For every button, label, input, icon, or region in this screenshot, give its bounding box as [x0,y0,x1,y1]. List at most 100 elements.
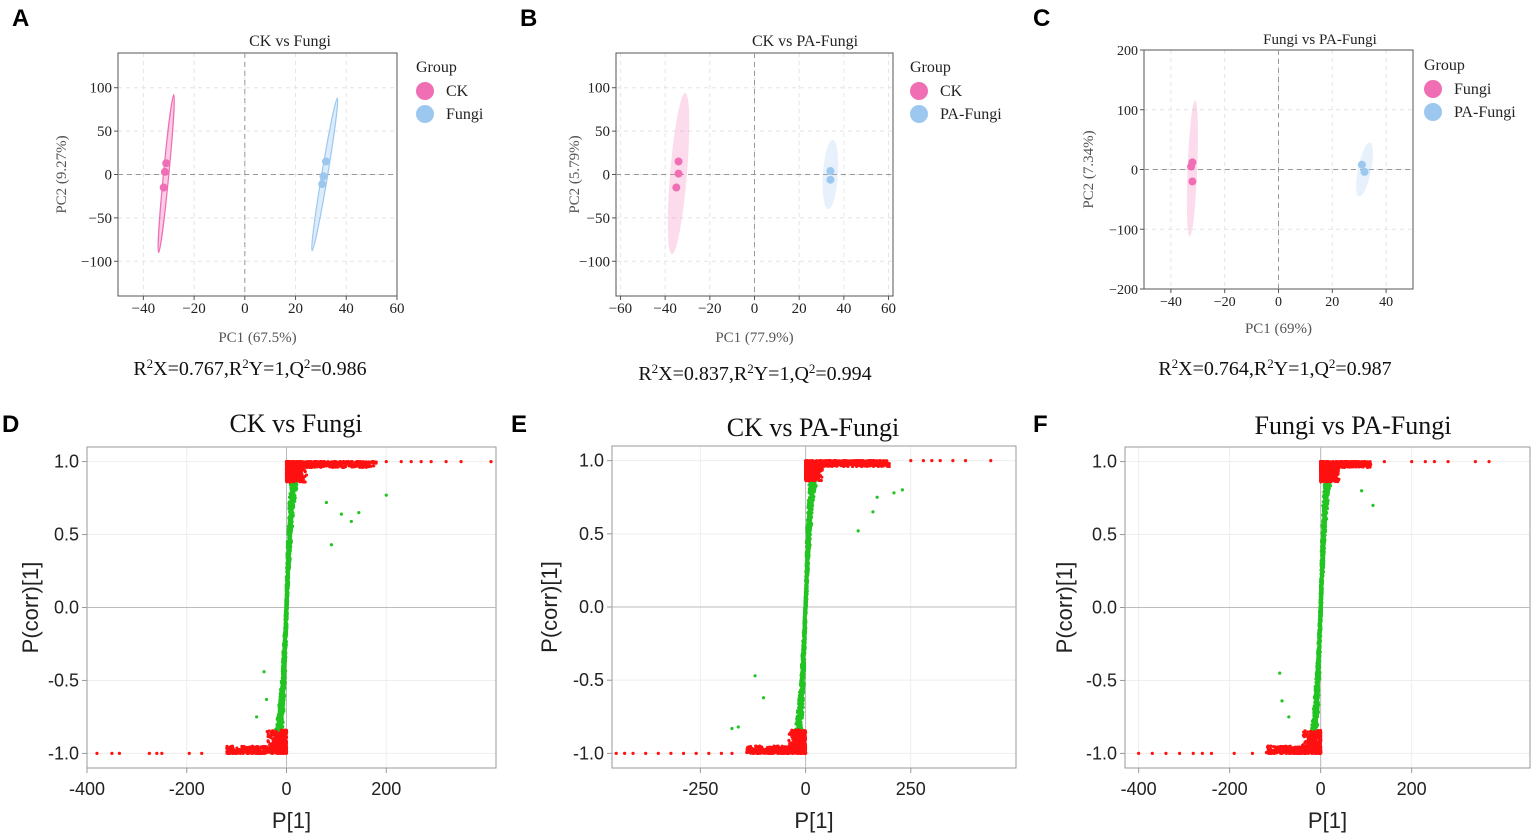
x-tick-label: −20 [182,301,205,317]
point-green [810,485,814,490]
point-green [803,647,807,651]
point-red [309,465,313,469]
point-red [247,750,251,755]
panel-b: BCK vs PA-Fungi−60 −40 −20 0 20 40 60−100−5005… [520,5,1002,385]
x-axis-label: PC1 (69%) [1245,321,1312,337]
point-green [801,665,806,669]
point-green [806,502,811,506]
y-tick-label: 50 [595,124,610,140]
point-red [282,751,286,755]
point-red [272,730,276,734]
y-axis-label: PC2 (9.27%) [54,135,70,213]
legend-label-pa-fungi: PA-Fungi [1454,104,1516,121]
x-tick-label: −60 [609,301,632,317]
point-red [869,462,873,466]
point-green [804,589,809,593]
point-green [291,498,296,502]
point-red-outlier [187,751,191,756]
legend-label-pa-fungi: PA-Fungi [940,106,1002,123]
point-red [312,461,317,465]
point-red [278,740,282,744]
y-tick-label: 50 [97,124,112,140]
point-green [803,644,807,648]
point-green [276,712,281,717]
x-tick-label: −20 [698,301,721,317]
point-green [283,645,287,649]
y-tick-label: 0.0 [579,597,604,617]
sample-point-fungi [321,157,330,166]
point-red [820,468,824,472]
point-red [294,476,298,480]
point-red [362,463,366,467]
point-green [807,511,812,515]
y-tick-label: −100 [1109,223,1138,238]
point-red [285,465,289,469]
point-green-outlier [329,543,334,547]
point-green [803,632,807,636]
sample-point-pa-fungi [1360,167,1369,176]
point-red [817,474,821,478]
point-green [284,621,288,625]
point-green [281,701,285,705]
point-red [834,462,838,466]
x-tick-label: 250 [896,779,926,799]
point-green [281,691,285,695]
point-red [284,472,289,476]
y-tick-label: 0 [603,168,611,184]
point-red [346,459,350,464]
panel-d: D CK vs Fungi-400 -200 0 2001.00.50.0-0.5-1.… [2,409,497,833]
point-red [372,464,376,468]
chart-title: Fungi vs PA-Fungi [1263,32,1377,48]
point-green [284,624,289,628]
point-green [286,549,291,553]
point-red [257,749,261,754]
chart-title: CK vs Fungi [230,409,363,438]
point-red [302,468,307,472]
point-red [241,751,245,755]
point-green [290,493,294,498]
point-red [290,460,294,465]
point-red [277,743,282,747]
chart-title: CK vs Fungi [249,33,331,50]
point-red [298,476,302,480]
model-fit-stats: R2X=0.767,R2Y=1,Q2=0.986 [133,356,366,380]
point-green [290,489,294,493]
point-red [238,751,242,755]
point-green [801,652,806,656]
model-fit-stats: R2X=0.764,R2Y=1,Q2=0.987 [1158,356,1391,380]
point-red-outlier [200,751,204,756]
point-green [285,608,289,613]
x-tick-label: 0 [1275,295,1282,310]
panel-a: ACK vs Fungi−40 −20 0 20 40 60−100−50050100PC… [12,5,484,380]
model-fit-stats: R2X=0.837,R2Y=1,Q2=0.994 [638,361,871,385]
point-red [807,470,811,475]
point-red [237,747,242,752]
point-red [320,464,324,468]
x-tick-label: 20 [1325,295,1339,310]
point-green [799,712,803,717]
y-axis-label: PC2 (7.34%) [1081,130,1097,208]
panel-label: D [2,411,19,438]
point-red [820,459,825,463]
x-tick-label: −40 [653,301,676,317]
point-red [305,460,309,464]
x-tick-label: 60 [881,301,896,317]
x-tick-label: -400 [69,779,105,799]
sample-point-ck [160,167,169,176]
y-tick-label: 0 [105,168,113,184]
point-green [807,499,811,504]
point-red [319,460,324,464]
x-tick-label: 200 [371,779,401,799]
y-tick-label: 1.0 [54,452,79,472]
point-red [227,750,231,754]
point-red [806,465,811,469]
point-green [809,515,813,519]
point-red [811,472,815,476]
point-green [287,518,291,522]
point-red [285,468,289,472]
point-green [805,592,809,596]
chart-title: CK vs PA-Fungi [727,413,899,442]
y-tick-label: 100 [1117,104,1138,119]
point-red [278,737,282,741]
